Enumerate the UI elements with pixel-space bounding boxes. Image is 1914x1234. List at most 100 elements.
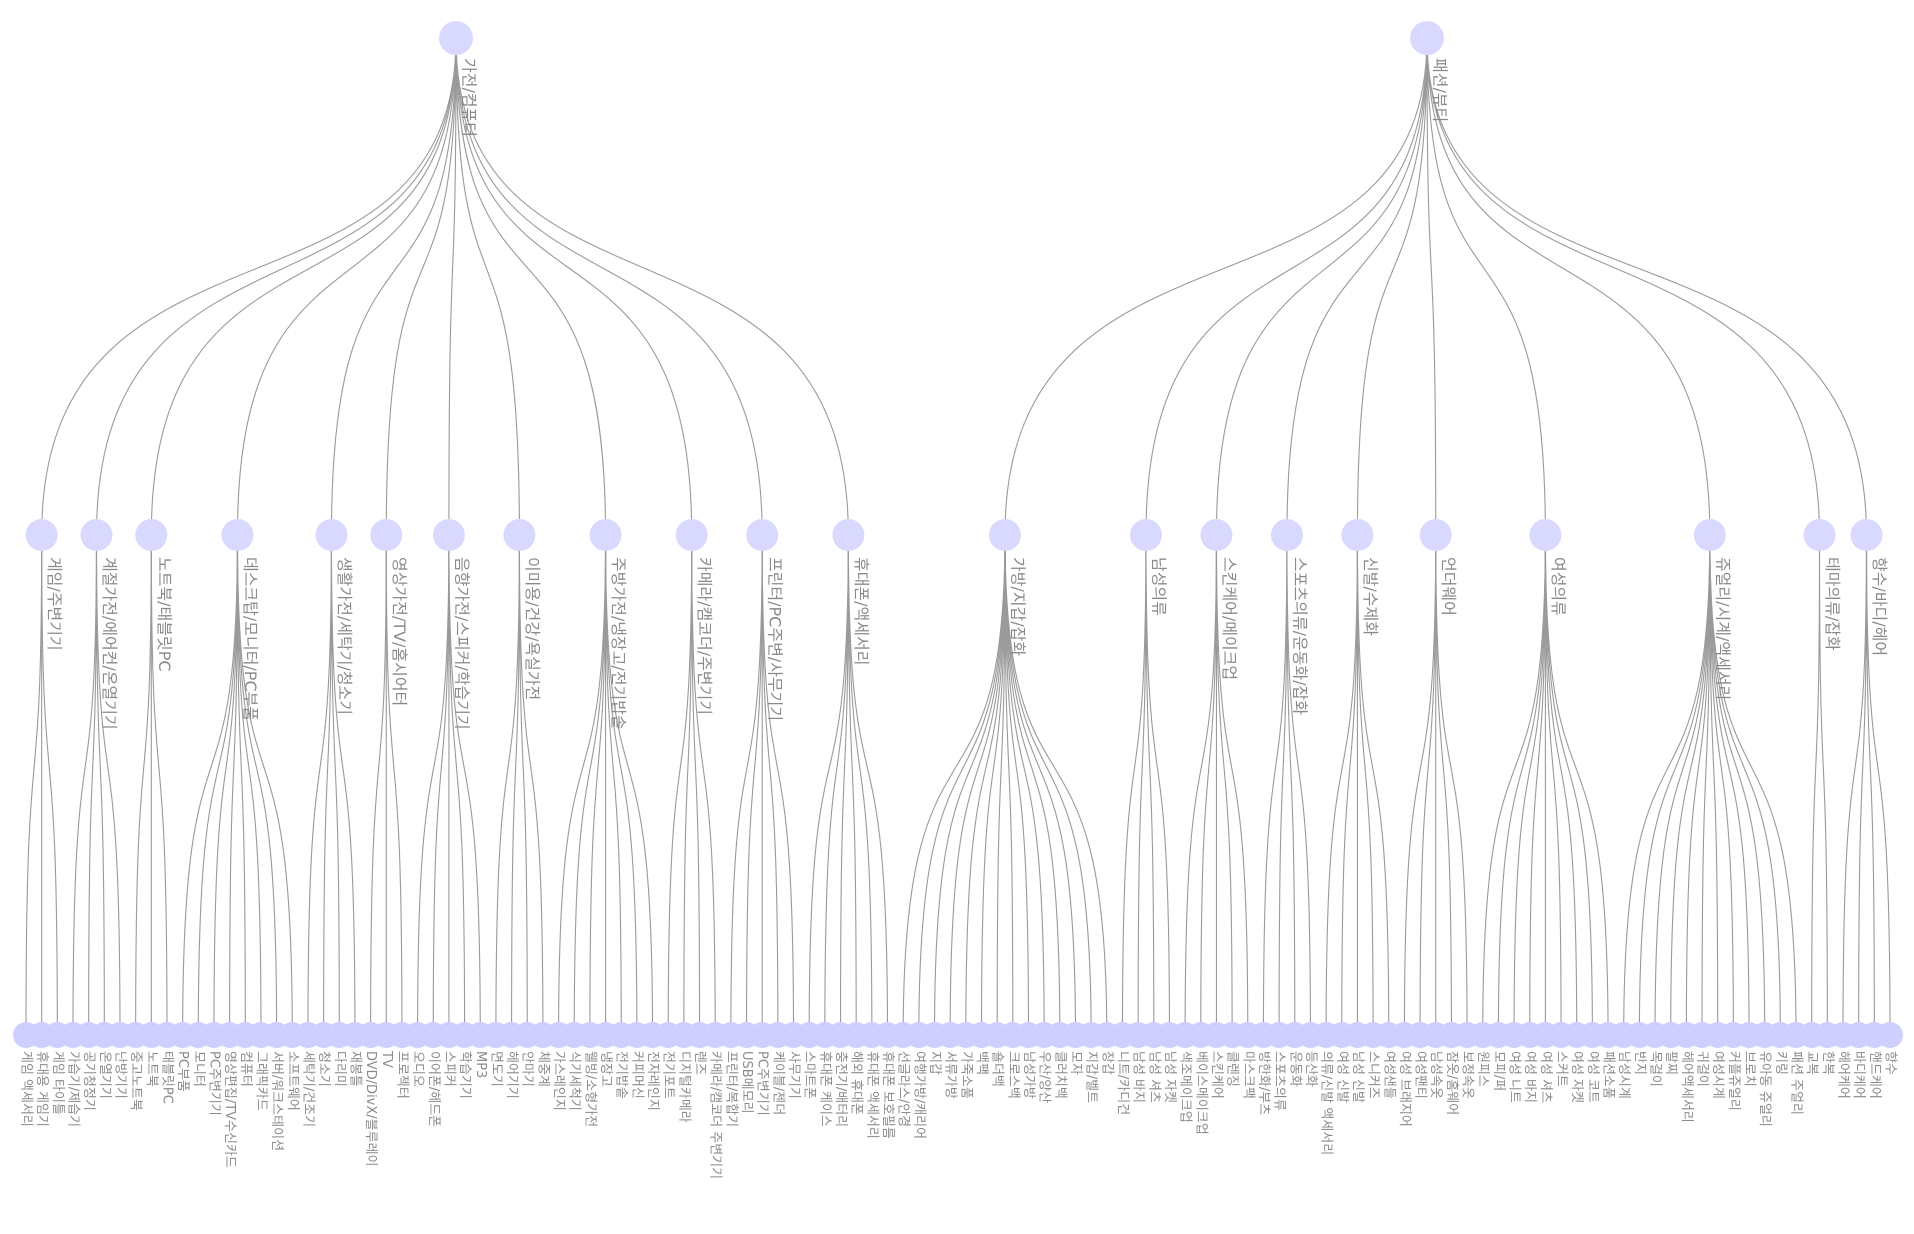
category-to-leaf-edge bbox=[1709, 534, 1719, 1036]
leaf-label: 브로치 bbox=[1742, 1051, 1757, 1087]
category-to-leaf-edge bbox=[1709, 534, 1750, 1036]
leaf-label: 바디케어 bbox=[1851, 1051, 1866, 1099]
category-to-leaf-edge bbox=[1842, 534, 1868, 1036]
category-to-leaf-edge bbox=[558, 534, 607, 1036]
category-node[interactable] bbox=[1129, 519, 1162, 551]
leaf-label: 패션소품 bbox=[1601, 1051, 1616, 1099]
category-to-leaf-edge bbox=[307, 534, 332, 1036]
leaf-label: 이어폰/헤드폰 bbox=[426, 1051, 441, 1127]
leaf-label: 중고노트북 bbox=[128, 1051, 143, 1111]
category-node[interactable] bbox=[988, 519, 1021, 551]
category-label: 가방/지갑/잡화 bbox=[1008, 557, 1027, 656]
leaf-label: 남성가방 bbox=[1021, 1051, 1036, 1099]
category-node[interactable] bbox=[1803, 519, 1836, 551]
category-to-leaf-edge bbox=[824, 534, 849, 1036]
category-node[interactable] bbox=[1850, 519, 1883, 551]
category-node[interactable] bbox=[370, 519, 403, 551]
root-node[interactable] bbox=[439, 21, 473, 55]
root-to-category-edge bbox=[1145, 37, 1428, 536]
leaf-label: 체중계 bbox=[535, 1051, 550, 1087]
leaf-label: 방한화/부츠 bbox=[1256, 1051, 1271, 1115]
category-to-leaf-edge bbox=[847, 534, 873, 1036]
category-node[interactable] bbox=[1341, 519, 1374, 551]
category-to-leaf-edge bbox=[448, 534, 481, 1036]
leaf-node[interactable] bbox=[1877, 1022, 1903, 1048]
leaf-label: 스포츠의류 bbox=[1272, 1051, 1287, 1111]
leaf-label: 디지털카메라 bbox=[676, 1051, 691, 1123]
category-to-leaf-edge bbox=[1811, 534, 1821, 1036]
root-to-category-edge bbox=[1426, 37, 1821, 536]
leaf-label: 여성 바지 bbox=[1522, 1051, 1537, 1103]
leaf-label: 서버/워크스테이션 bbox=[269, 1051, 284, 1151]
leaf-label: 여성샌들 bbox=[1381, 1051, 1396, 1099]
category-label: 주방가전/냉장고/전기밥솥 bbox=[609, 557, 628, 730]
leaf-label: 클러치백 bbox=[1052, 1051, 1067, 1099]
root-to-category-edge bbox=[1286, 37, 1428, 536]
category-node[interactable] bbox=[746, 519, 779, 551]
root-label: 가전/컴퓨터 bbox=[460, 58, 479, 137]
root-node[interactable] bbox=[1410, 21, 1444, 55]
category-to-leaf-edge bbox=[902, 534, 1006, 1036]
leaf-label: 휴대폰 액세서리 bbox=[864, 1051, 879, 1139]
category-to-leaf-edge bbox=[448, 534, 466, 1036]
category-to-leaf-edge bbox=[1529, 534, 1546, 1036]
root-to-category-edge bbox=[385, 37, 457, 536]
category-node[interactable] bbox=[1693, 519, 1726, 551]
category-label: 노트북/태블릿PC bbox=[155, 557, 174, 672]
leaf-label: 전기밥솥 bbox=[614, 1051, 629, 1099]
category-node[interactable] bbox=[1529, 519, 1562, 551]
leaf-label: 충전기/배터리 bbox=[833, 1051, 848, 1127]
category-node[interactable] bbox=[1270, 519, 1303, 551]
category-node[interactable] bbox=[832, 519, 865, 551]
root-to-category-edge bbox=[1426, 37, 1546, 536]
leaf-label: 웰빙/소형가전 bbox=[582, 1051, 597, 1127]
category-to-leaf-edge bbox=[495, 534, 520, 1036]
category-node[interactable] bbox=[80, 519, 113, 551]
leaf-label: 우산/양산 bbox=[1037, 1051, 1052, 1103]
category-node[interactable] bbox=[1200, 519, 1233, 551]
root-to-category-edge bbox=[95, 37, 457, 536]
category-to-leaf-edge bbox=[683, 534, 693, 1036]
leaf-label: 귀걸이 bbox=[1695, 1051, 1710, 1087]
category-to-leaf-edge bbox=[965, 534, 1006, 1036]
leaf-label: 보정속옷 bbox=[1460, 1051, 1475, 1099]
leaf-label: 소프트웨어 bbox=[285, 1051, 300, 1111]
category-node[interactable] bbox=[675, 519, 708, 551]
category-to-leaf-edge bbox=[1709, 534, 1797, 1036]
category-label: 게임/주변기기 bbox=[45, 557, 64, 651]
category-to-leaf-edge bbox=[95, 534, 105, 1036]
category-node[interactable] bbox=[432, 519, 465, 551]
leaf-label: MP3 bbox=[473, 1051, 488, 1078]
category-label: 향수/바디/헤어 bbox=[1870, 557, 1889, 656]
leaf-label: 청소기 bbox=[316, 1051, 331, 1087]
category-node[interactable] bbox=[135, 519, 168, 551]
leaf-label: 한복 bbox=[1820, 1051, 1835, 1075]
leaf-label: 다리미 bbox=[332, 1051, 347, 1087]
category-to-leaf-edge bbox=[518, 534, 528, 1036]
category-node[interactable] bbox=[221, 519, 254, 551]
category-to-leaf-edge bbox=[847, 534, 857, 1036]
leaf-label: 베이스메이크업 bbox=[1193, 1051, 1208, 1135]
category-to-leaf-edge bbox=[1004, 534, 1045, 1036]
leaf-label: 휴대폰 케이스 bbox=[817, 1051, 832, 1127]
root-to-category-edge bbox=[330, 37, 457, 536]
category-node[interactable] bbox=[503, 519, 536, 551]
category-to-leaf-edge bbox=[1818, 534, 1828, 1036]
category-to-leaf-edge bbox=[1004, 534, 1014, 1036]
category-node[interactable] bbox=[1419, 519, 1452, 551]
category-to-leaf-edge bbox=[511, 534, 520, 1036]
leaf-label: 케이블/젠더 bbox=[770, 1051, 785, 1115]
category-node[interactable] bbox=[589, 519, 622, 551]
leaf-label: 노트북 bbox=[144, 1051, 159, 1087]
category-to-leaf-edge bbox=[1286, 534, 1296, 1036]
leaf-label: 서류가방 bbox=[943, 1051, 958, 1099]
leaf-label: 헤어케어 bbox=[1836, 1051, 1851, 1099]
category-node[interactable] bbox=[315, 519, 348, 551]
root-to-category-edge bbox=[1215, 37, 1428, 536]
category-node[interactable] bbox=[25, 519, 58, 551]
category-to-leaf-edge bbox=[1286, 534, 1311, 1036]
leaf-label: 남성시계 bbox=[1616, 1051, 1631, 1099]
category-to-leaf-edge bbox=[1482, 534, 1546, 1036]
category-to-leaf-edge bbox=[1709, 534, 1734, 1036]
category-to-leaf-edge bbox=[996, 534, 1006, 1036]
